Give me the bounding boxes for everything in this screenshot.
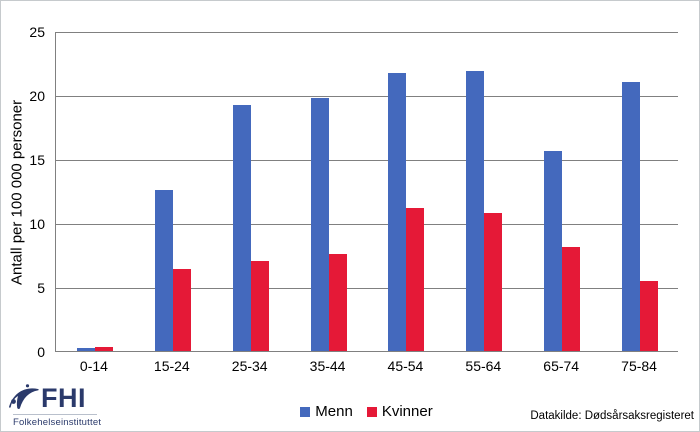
legend-swatch-kvinner bbox=[366, 406, 377, 417]
x-label-75-84: 75-84 bbox=[621, 358, 657, 374]
y-tick-25: 25 bbox=[29, 24, 45, 40]
data-source-label: Datakilde: Dødsårsaksregisteret bbox=[530, 410, 694, 422]
bar-kvinner-45-54 bbox=[406, 207, 425, 351]
legend-label-menn: Menn bbox=[315, 403, 353, 420]
gridline-25 bbox=[56, 32, 678, 33]
x-label-35-44: 35-44 bbox=[309, 358, 346, 374]
bar-kvinner-75-84 bbox=[640, 280, 659, 351]
bar-kvinner-55-64 bbox=[484, 212, 503, 351]
legend-swatch-menn bbox=[300, 406, 311, 417]
y-tick-0: 0 bbox=[37, 344, 45, 360]
y-tick-15: 15 bbox=[29, 152, 45, 168]
fhi-swoosh-icon bbox=[9, 384, 39, 410]
bar-kvinner-25-34 bbox=[250, 261, 269, 351]
legend: Menn Kvinner bbox=[55, 403, 678, 420]
gridline-10 bbox=[56, 224, 678, 225]
gridline-15 bbox=[56, 160, 678, 161]
fhi-logo: FHI Folkehelseinstituttet bbox=[7, 383, 107, 428]
y-tick-20: 20 bbox=[29, 88, 45, 104]
bar-menn-0-14 bbox=[76, 348, 95, 351]
x-label-65-74: 65-74 bbox=[543, 358, 580, 374]
bar-menn-25-34 bbox=[232, 105, 251, 351]
y-tick-5: 5 bbox=[37, 280, 45, 296]
gridline-20 bbox=[56, 96, 678, 97]
x-label-15-24: 15-24 bbox=[153, 358, 190, 374]
fhi-acronym: FHI bbox=[41, 383, 86, 413]
x-label-45-54: 45-54 bbox=[387, 358, 424, 374]
legend-item-kvinner: Kvinner bbox=[366, 403, 433, 420]
fhi-name: Folkehelseinstituttet bbox=[13, 417, 102, 428]
bar-menn-75-84 bbox=[622, 82, 641, 351]
y-tick-10: 10 bbox=[29, 216, 45, 232]
x-label-55-64: 55-64 bbox=[465, 358, 502, 374]
fhi-logo-divider bbox=[13, 414, 97, 415]
plot-area bbox=[55, 32, 678, 352]
gridline-5 bbox=[56, 288, 678, 289]
legend-label-kvinner: Kvinner bbox=[381, 403, 433, 420]
bar-kvinner-0-14 bbox=[94, 347, 113, 351]
bar-kvinner-65-74 bbox=[562, 247, 581, 351]
y-axis-title: Antall per 100 000 personer bbox=[8, 99, 26, 285]
bar-menn-55-64 bbox=[466, 70, 485, 351]
x-label-25-34: 25-34 bbox=[231, 358, 268, 374]
fhi-logo-top: FHI bbox=[7, 383, 107, 413]
bar-kvinner-35-44 bbox=[328, 253, 347, 351]
bar-menn-65-74 bbox=[544, 151, 563, 351]
legend-item-menn: Menn bbox=[300, 403, 353, 420]
bar-kvinner-15-24 bbox=[172, 269, 191, 351]
bar-menn-15-24 bbox=[154, 189, 173, 351]
bar-menn-45-54 bbox=[388, 73, 407, 351]
bar-menn-35-44 bbox=[310, 97, 329, 351]
x-label-0-14: 0-14 bbox=[79, 358, 108, 374]
